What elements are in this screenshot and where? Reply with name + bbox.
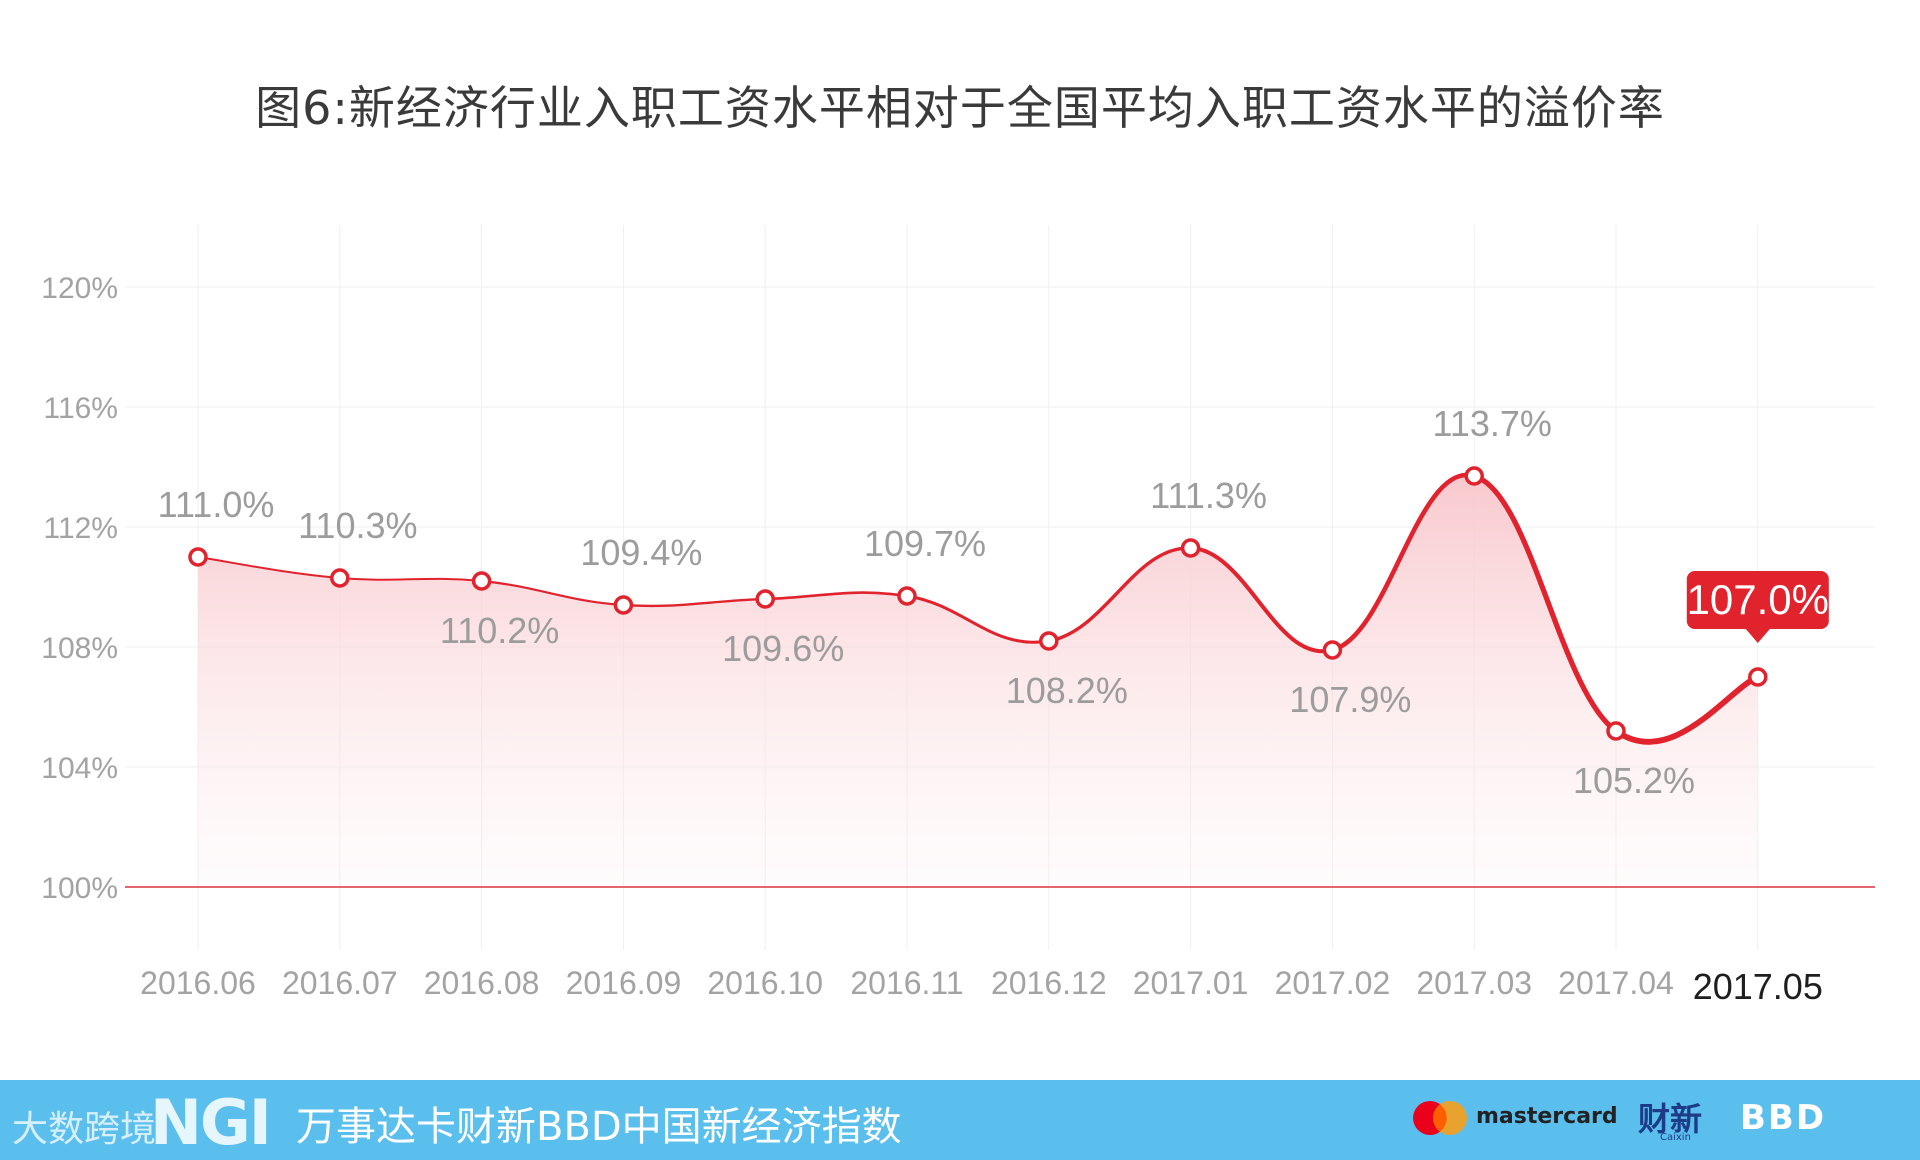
- y-tick-label: 108%: [41, 632, 118, 665]
- y-tick-label: 104%: [41, 752, 118, 785]
- data-label: 110.2%: [440, 610, 559, 651]
- data-label: 110.3%: [298, 505, 417, 546]
- data-label: 108.2%: [1006, 670, 1128, 711]
- index-name: 万事达卡财新BBD中国新经济指数: [296, 1104, 902, 1150]
- series-line-segment: [1188, 546, 1335, 654]
- series-line-segment: [480, 579, 625, 607]
- x-tick-label: 2016.07: [282, 965, 398, 1001]
- data-label: 111.0%: [158, 484, 275, 525]
- data-point: [330, 568, 350, 588]
- sponsor-bbd: BBD: [1740, 1098, 1827, 1138]
- x-tick-label: 2016.10: [707, 965, 823, 1001]
- callout-box: [1686, 571, 1829, 629]
- x-tick-label: 2017.03: [1416, 965, 1532, 1001]
- x-tick-label: 2016.08: [424, 965, 540, 1001]
- data-label: 109.6%: [722, 628, 844, 669]
- series-line-segment: [197, 556, 341, 579]
- ngi-logo: NGI: [150, 1086, 272, 1159]
- y-tick-label: 100%: [41, 872, 118, 905]
- series-line-segment: [905, 594, 1051, 644]
- watermark-text: 大数跨境: [12, 1109, 157, 1150]
- data-label: 113.7%: [1432, 403, 1551, 444]
- data-point: [755, 589, 775, 609]
- data-point: [1322, 640, 1343, 660]
- footer-bar: 大数跨境 NGI 万事达卡财新BBD中国新经济指数 mastercard 财新 …: [0, 1080, 1920, 1160]
- sponsor-caixin: 财新: [1638, 1100, 1703, 1138]
- sponsor-caixin-sub: Caixin: [1660, 1132, 1691, 1143]
- chart-title: 图6:新经济行业入职工资水平相对于全国平均入职工资水平的溢价率: [255, 81, 1665, 135]
- x-tick-label: 2017.01: [1133, 965, 1249, 1001]
- data-label: 111.3%: [1150, 475, 1267, 516]
- line-chart: 111.0% 110.3% 110.2% 109.4% 109.6% 109.7% 108.…: [41, 225, 1875, 1007]
- data-point: [1748, 667, 1768, 687]
- area-fill: [198, 474, 1758, 887]
- data-label: 109.7%: [864, 523, 986, 564]
- series-line-segment: [1471, 473, 1619, 734]
- x-tick-label: 2017.04: [1558, 965, 1674, 1001]
- data-label-highlight: 107.0%: [1687, 576, 1829, 623]
- data-label: 105.2%: [1573, 760, 1695, 801]
- series-line-segment: [1330, 472, 1477, 653]
- series-line-segment: [338, 577, 483, 582]
- data-label: 107.9%: [1289, 679, 1411, 720]
- data-label: 109.4%: [580, 532, 702, 573]
- y-tick-label: 116%: [43, 392, 118, 425]
- x-tick-label: 2016.06: [140, 965, 256, 1001]
- x-tick-label: 2016.11: [850, 965, 963, 1001]
- data-point: [1464, 466, 1484, 486]
- callout-pointer: [1745, 629, 1770, 643]
- series-line-segment: [763, 591, 909, 601]
- data-point: [471, 571, 492, 591]
- data-point: [1180, 538, 1201, 558]
- x-tick-label: 2017.05: [1693, 966, 1823, 1007]
- y-tick-label: 112%: [43, 512, 118, 545]
- x-tick-label: 2016.09: [566, 965, 682, 1001]
- mastercard-logo-icon: [1413, 1101, 1467, 1135]
- data-point: [1039, 631, 1059, 651]
- series-line-segment: [1047, 546, 1193, 643]
- data-point: [613, 595, 634, 615]
- x-tick-label: 2016.12: [991, 965, 1107, 1001]
- y-tick-label: 120%: [41, 272, 118, 305]
- data-point: [1606, 721, 1626, 741]
- series-line-segment: [1613, 674, 1761, 745]
- x-tick-label: 2017.02: [1275, 965, 1391, 1001]
- data-point: [188, 547, 208, 567]
- series-line-segment: [622, 597, 767, 608]
- data-point: [897, 586, 917, 606]
- sponsor-mastercard: mastercard: [1476, 1104, 1618, 1129]
